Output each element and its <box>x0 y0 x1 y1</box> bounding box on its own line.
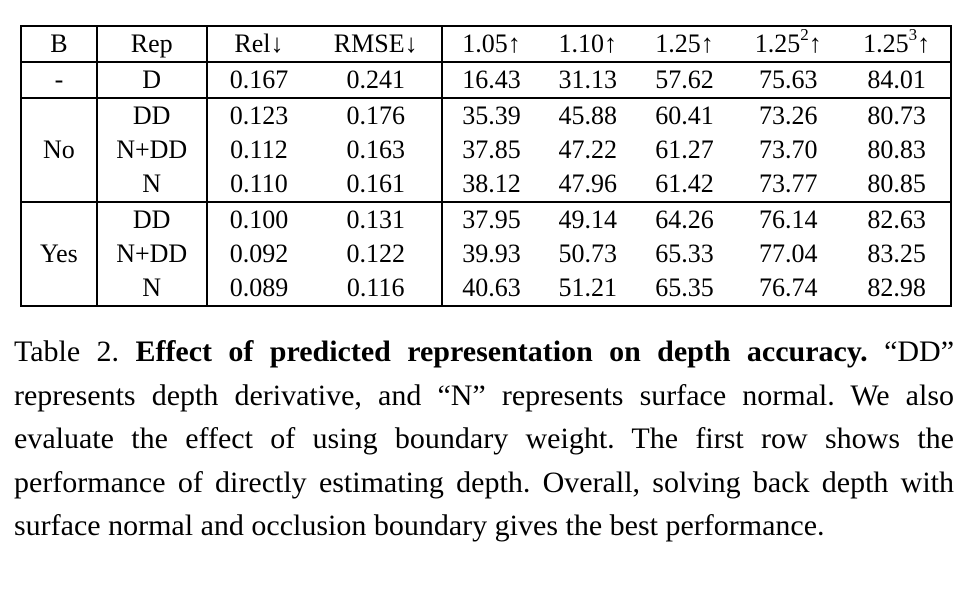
acc125-cell: 60.41 <box>635 97 734 133</box>
b-cell-no: No <box>21 97 98 202</box>
rel-cell: 0.123 <box>206 97 311 133</box>
caption-title: Effect of predicted representation on de… <box>135 335 868 368</box>
acc125-cell: 65.33 <box>655 239 714 268</box>
acc125-cell: 61.42 <box>655 169 714 198</box>
rel-cell-best: 0.089 <box>229 273 289 302</box>
acc125cube-cell: 82.63 <box>843 201 951 237</box>
table-row: N+DD 0.092 0.122 39.93 50.73 65.33 77.04… <box>21 237 951 271</box>
header-125-sq-exp: 2 <box>800 25 809 45</box>
b-cell-yes: Yes <box>21 201 98 306</box>
acc125sq-cell: 73.26 <box>733 97 844 133</box>
rel-cell: 0.110 <box>230 169 288 198</box>
rmse-cell: 0.176 <box>310 97 444 133</box>
acc125-cell: 61.27 <box>655 135 714 164</box>
rep-cell: DD <box>96 201 208 237</box>
rmse-cell: 0.161 <box>310 167 444 202</box>
acc110-cell: 50.73 <box>558 239 617 268</box>
rmse-cell: 0.131 <box>310 201 444 237</box>
table-row: - D 0.167 0.241 16.43 31.13 57.62 75.63 … <box>21 62 951 98</box>
acc125cube-cell: 82.98 <box>867 273 926 302</box>
header-rel: Rel↓ <box>206 26 311 63</box>
rep-cell: DD <box>96 97 208 133</box>
acc125-cell: 64.26 <box>635 201 734 237</box>
rep-cell: N+DD <box>96 133 208 167</box>
rel-cell: 0.167 <box>229 65 289 94</box>
acc125sq-cell: 73.77 <box>759 169 818 198</box>
table-row: N 0.089 0.116 40.63 51.21 65.35 76.74 82… <box>21 271 951 306</box>
rep-cell: N <box>96 271 208 306</box>
rmse-cell: 0.163 <box>310 133 444 167</box>
header-rep: Rep <box>96 26 208 63</box>
acc105-cell-best: 40.63 <box>462 273 521 302</box>
rep-cell: N+DD <box>96 237 208 271</box>
acc105-cell: 38.12 <box>462 169 521 198</box>
header-125-cube: 1.253↑ <box>843 25 951 63</box>
b-cell-dash: - <box>21 62 98 98</box>
rel-cell: 0.092 <box>229 239 289 268</box>
acc110-cell: 31.13 <box>558 65 617 94</box>
header-125-sq: 1.252↑ <box>733 25 844 63</box>
table-row: N+DD 0.112 0.163 37.85 47.22 61.27 73.70… <box>21 133 951 167</box>
results-table: B Rep Rel↓ RMSE↓ 1.05↑ 1.10↑ 1.25↑ 1.252… <box>20 25 952 307</box>
caption-label: Table 2. <box>14 335 120 368</box>
acc125-cell-best: 65.35 <box>655 273 714 302</box>
rep-cell: D <box>96 62 208 98</box>
header-125: 1.25↑ <box>635 26 734 63</box>
header-105: 1.05↑ <box>442 26 540 63</box>
acc125cube-cell: 84.01 <box>867 65 926 94</box>
rel-cell: 0.100 <box>206 201 311 237</box>
header-b: B <box>21 26 98 63</box>
table-caption: Table 2. Effect of predicted representat… <box>14 330 954 548</box>
acc125sq-cell: 76.14 <box>733 201 844 237</box>
acc110-cell: 47.22 <box>558 135 617 164</box>
acc110-cell: 47.96 <box>558 169 617 198</box>
acc110-cell-best: 51.21 <box>558 273 617 302</box>
acc110-cell: 45.88 <box>539 97 636 133</box>
header-125-cube-exp: 3 <box>908 25 918 45</box>
header-row: B Rep Rel↓ RMSE↓ 1.05↑ 1.10↑ 1.25↑ 1.252… <box>21 25 951 63</box>
acc105-cell: 35.39 <box>442 97 540 133</box>
rmse-cell-best: 0.116 <box>310 271 444 306</box>
acc125cube-cell: 80.85 <box>867 169 926 198</box>
table-row: Yes DD 0.100 0.131 37.95 49.14 64.26 76.… <box>21 201 951 306</box>
acc125sq-cell: 75.63 <box>759 65 818 94</box>
acc105-cell: 39.93 <box>462 239 521 268</box>
acc105-cell: 16.43 <box>462 65 521 94</box>
header-125-cube-arrow: ↑ <box>917 29 931 58</box>
rmse-cell: 0.122 <box>310 237 444 271</box>
header-rmse: RMSE↓ <box>310 26 444 63</box>
acc125-cell: 57.62 <box>655 65 714 94</box>
header-125-sq-arrow: ↑ <box>808 29 822 58</box>
caption-body: “DD” represents depth derivative, and “N… <box>14 335 955 542</box>
acc105-cell: 37.95 <box>442 201 540 237</box>
header-125-sq-base: 1.25 <box>754 29 801 58</box>
acc125cube-cell: 80.73 <box>843 97 951 133</box>
acc125sq-cell: 73.70 <box>759 135 818 164</box>
rel-cell: 0.112 <box>230 135 288 164</box>
acc105-cell: 37.85 <box>462 135 521 164</box>
acc125sq-cell-best: 77.04 <box>759 239 818 268</box>
rmse-cell: 0.241 <box>310 62 444 98</box>
table-row: No DD 0.123 0.176 35.39 45.88 60.41 73.2… <box>21 97 951 202</box>
acc125sq-cell: 76.74 <box>759 273 818 302</box>
header-125-cube-base: 1.25 <box>863 29 909 58</box>
header-110: 1.10↑ <box>539 26 636 63</box>
table-row: N 0.110 0.161 38.12 47.96 61.42 73.77 80… <box>21 167 951 202</box>
acc125cube-cell: 80.83 <box>867 135 926 164</box>
acc125cube-cell-best: 83.25 <box>867 239 926 268</box>
rep-cell: N <box>96 167 208 202</box>
acc110-cell: 49.14 <box>539 201 636 237</box>
